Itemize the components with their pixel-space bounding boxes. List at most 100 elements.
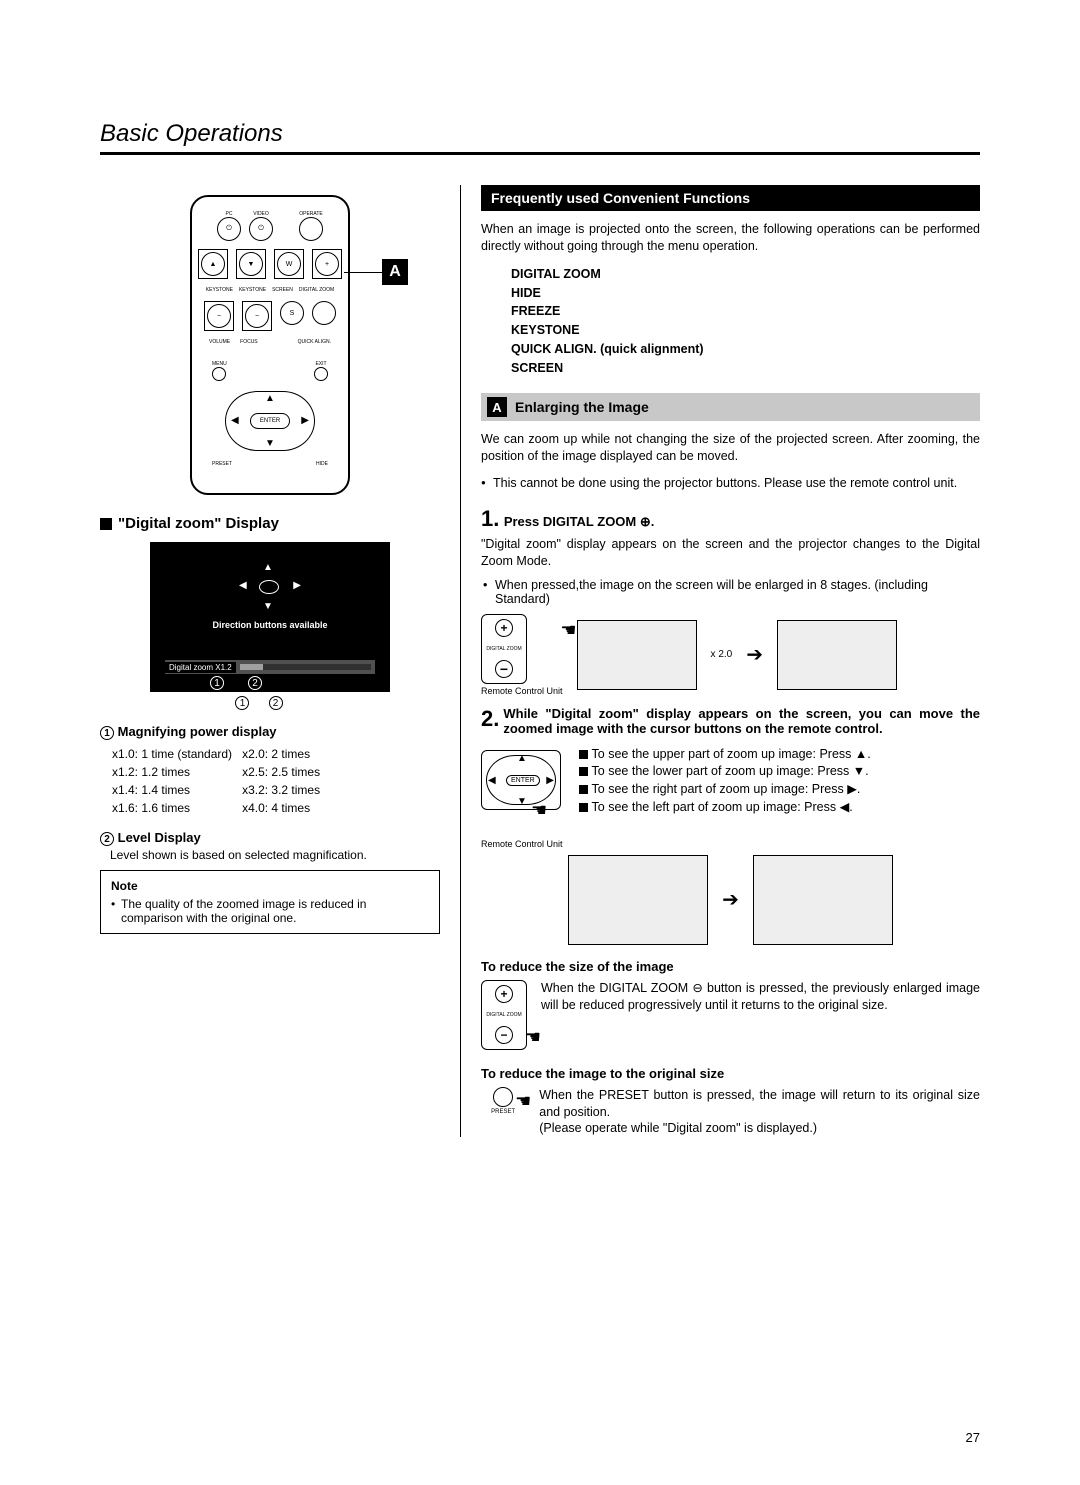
tick-1: 1 bbox=[210, 676, 224, 690]
osd-direction-text: Direction buttons available bbox=[150, 620, 390, 630]
magnification-table: x1.0: 1 time (standard)x2.0: 2 times x1.… bbox=[110, 744, 330, 818]
enlarging-banner: A Enlarging the Image bbox=[481, 393, 980, 421]
list-item: FREEZE bbox=[511, 302, 980, 321]
mag-power-heading: 1 Magnifying power display bbox=[100, 724, 440, 740]
page-number: 27 bbox=[966, 1430, 980, 1445]
square-icon bbox=[100, 518, 112, 530]
scene-before bbox=[577, 620, 697, 690]
list-item: QUICK ALIGN. (quick alignment) bbox=[511, 340, 980, 359]
osd-bar-label: Digital zoom X1.2 bbox=[165, 662, 236, 673]
label: DIGITAL ZOOM bbox=[299, 287, 334, 293]
up-arrow-icon: ▲ bbox=[265, 393, 275, 404]
keystone-down-icon: ▼ bbox=[239, 252, 263, 276]
original-body-2: (Please operate while "Digital zoom" is … bbox=[539, 1120, 980, 1137]
down-arrow-icon: ▼ bbox=[517, 796, 527, 807]
scene-after bbox=[753, 855, 893, 945]
label: MENU bbox=[212, 361, 227, 367]
functions-banner: Frequently used Convenient Functions bbox=[481, 185, 980, 211]
focus-minus-icon: − bbox=[245, 304, 269, 328]
level-text: Level shown is based on selected magnifi… bbox=[110, 848, 440, 862]
left-arrow-icon: ◀ bbox=[488, 775, 496, 786]
ref-1: 1 bbox=[235, 696, 249, 710]
page-title: Basic Operations bbox=[100, 120, 980, 155]
hand-icon: ☚ bbox=[531, 800, 547, 820]
remote-illustration: A PC⏻ VIDEO⏻ OPERATE ▲ ▼ W + KEYSTONE KE… bbox=[190, 195, 350, 495]
volume-minus-icon: − bbox=[207, 304, 231, 328]
step-2-number: 2. bbox=[481, 706, 499, 732]
step-2-heading: While "Digital zoom" display appears on … bbox=[503, 706, 980, 736]
square-icon bbox=[579, 767, 588, 776]
left-arrow-icon: ◀ bbox=[231, 415, 239, 426]
osd-dpad-icon: ▲ ▼ ◀ ▶ bbox=[235, 562, 305, 612]
callout-line bbox=[344, 272, 382, 273]
section-a-bullet: This cannot be done using the projector … bbox=[481, 475, 980, 492]
hand-icon: ☚ bbox=[560, 620, 576, 641]
label: QUICK ALIGN. bbox=[298, 339, 331, 345]
down-arrow-icon: ▼ bbox=[265, 438, 275, 449]
enter-button: ENTER bbox=[250, 413, 290, 429]
original-body-1: When the PRESET button is pressed, the i… bbox=[539, 1087, 980, 1121]
right-arrow-icon: ▶ bbox=[546, 775, 554, 786]
left-column: A PC⏻ VIDEO⏻ OPERATE ▲ ▼ W + KEYSTONE KE… bbox=[100, 185, 440, 1137]
minus-icon: − bbox=[495, 660, 513, 678]
btn-label: PC bbox=[217, 211, 241, 217]
note-text: •The quality of the zoomed image is redu… bbox=[111, 897, 429, 925]
scene-after bbox=[777, 620, 897, 690]
menu-icon bbox=[212, 367, 226, 381]
label: KEYSTONE bbox=[206, 287, 233, 293]
pc-button-icon: ⏻ bbox=[217, 217, 241, 241]
dz-label: DIGITAL ZOOM bbox=[486, 1012, 521, 1018]
dz-label: DIGITAL ZOOM bbox=[486, 646, 521, 652]
original-heading: To reduce the image to the original size bbox=[481, 1066, 980, 1081]
see-item: To see the upper part of zoom up image: … bbox=[579, 747, 871, 761]
exit-icon bbox=[314, 367, 328, 381]
hand-icon: ☚ bbox=[525, 1027, 541, 1048]
dpad-icon: ▲ ▼ ◀ ▶ ENTER bbox=[225, 391, 315, 451]
level-display-heading: 2 Level Display bbox=[100, 830, 440, 846]
digital-zoom-button-illus: + DIGITAL ZOOM − bbox=[481, 980, 527, 1050]
label: PRESET bbox=[212, 461, 232, 467]
list-item: DIGITAL ZOOM bbox=[511, 265, 980, 284]
osd-display: ▲ ▼ ◀ ▶ Direction buttons available Digi… bbox=[150, 542, 390, 692]
note-heading: Note bbox=[111, 879, 429, 893]
label: EXIT bbox=[314, 361, 328, 367]
screen-s-icon: S bbox=[280, 301, 304, 325]
label: FOCUS bbox=[240, 339, 258, 345]
reduce-heading: To reduce the size of the image bbox=[481, 959, 980, 974]
right-arrow-icon: ▶ bbox=[301, 415, 309, 426]
plus-icon: + bbox=[495, 985, 513, 1003]
step-1-illustration: + DIGITAL ZOOM − ☚ Remote Control Unit x… bbox=[481, 614, 980, 696]
label: KEYSTONE bbox=[239, 287, 266, 293]
list-item: HIDE bbox=[511, 284, 980, 303]
preset-button-icon bbox=[493, 1087, 513, 1107]
see-item: To see the left part of zoom up image: P… bbox=[579, 799, 871, 814]
minus-icon: − bbox=[495, 1026, 513, 1044]
plus-icon: + bbox=[495, 619, 513, 637]
btn-label: OPERATE bbox=[299, 211, 323, 217]
intro-text: When an image is projected onto the scre… bbox=[481, 221, 980, 255]
screen-w-icon: W bbox=[277, 252, 301, 276]
callout-a-box: A bbox=[382, 259, 408, 285]
function-list: DIGITAL ZOOM HIDE FREEZE KEYSTONE QUICK … bbox=[511, 265, 980, 378]
see-list: To see the upper part of zoom up image: … bbox=[579, 744, 871, 849]
btn-label: VIDEO bbox=[249, 211, 273, 217]
operate-button-icon bbox=[299, 217, 323, 241]
tick-2: 2 bbox=[248, 676, 262, 690]
content-columns: A PC⏻ VIDEO⏻ OPERATE ▲ ▼ W + KEYSTONE KE… bbox=[100, 185, 980, 1137]
digital-zoom-plus-icon: + bbox=[315, 252, 339, 276]
step-1-bullet: When pressed,the image on the screen wil… bbox=[481, 578, 980, 606]
list-item: SCREEN bbox=[511, 359, 980, 378]
enter-icon: ENTER bbox=[506, 775, 540, 786]
section-a-text: We can zoom up while not changing the si… bbox=[481, 431, 980, 465]
arrow-icon: ➔ bbox=[722, 887, 739, 912]
reduce-body: When the DIGITAL ZOOM ⊖ button is presse… bbox=[541, 980, 980, 1050]
label: VOLUME bbox=[209, 339, 230, 345]
up-arrow-icon: ▲ bbox=[517, 753, 527, 764]
zoom-label: x 2.0 bbox=[711, 649, 733, 660]
square-icon bbox=[579, 785, 588, 794]
square-icon bbox=[579, 803, 588, 812]
label: HIDE bbox=[316, 461, 328, 467]
note-box: Note •The quality of the zoomed image is… bbox=[100, 870, 440, 934]
keystone-up-icon: ▲ bbox=[201, 252, 225, 276]
label: SCREEN bbox=[272, 287, 293, 293]
